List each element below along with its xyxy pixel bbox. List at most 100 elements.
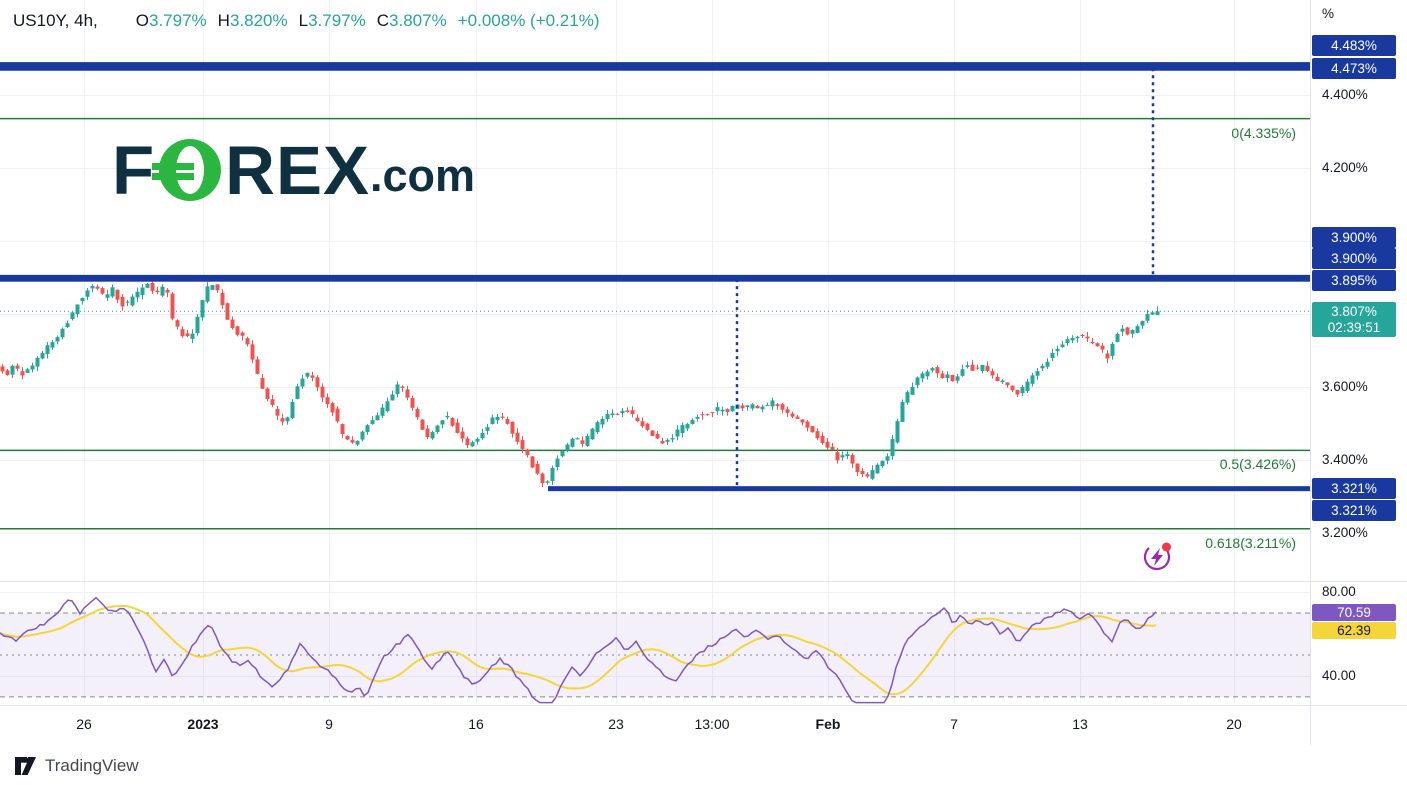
price-tick-label: 4.400% [1322, 87, 1368, 102]
candle-body [670, 438, 675, 440]
candle-body [250, 344, 255, 360]
candle-body [230, 319, 235, 328]
candle-body [960, 369, 965, 376]
rsi-tick-label: 80.00 [1322, 584, 1356, 599]
forex-logo-f: F [112, 132, 156, 209]
candle-body [370, 420, 375, 424]
candle-body [985, 365, 990, 371]
candle-body [945, 374, 950, 378]
low-key: L [298, 11, 309, 30]
candle-body [720, 409, 725, 412]
candle-body [865, 474, 870, 477]
candle-body [1135, 326, 1140, 333]
candle-body [20, 371, 25, 376]
level-price-label: 3.321% [1312, 500, 1396, 521]
candle-body [440, 420, 445, 425]
open-key: O [135, 11, 149, 30]
symbol-title[interactable]: US10Y, 4h, [13, 11, 98, 30]
candle-body [125, 301, 130, 303]
low-value: 3.797% [308, 11, 366, 30]
price-level-band [0, 274, 1310, 282]
time-tick-label: 23 [608, 716, 624, 732]
chart-pane[interactable]: F REX .com US10Y, 4h, O3.797% H3.820% L3… [0, 0, 1310, 745]
candle-body [1140, 321, 1145, 326]
fib-label: 0.5(3.426%) [1219, 456, 1296, 473]
candle-body [990, 371, 995, 376]
candle-body [1045, 361, 1050, 367]
candle-body [965, 365, 970, 367]
candle-body [665, 439, 670, 442]
candle-body [120, 296, 125, 307]
candle-body [30, 365, 35, 370]
candle-body [715, 407, 720, 412]
level-price-label: 3.900% [1312, 227, 1396, 248]
candle-body [770, 400, 775, 407]
candlestick-rsi-canvas[interactable] [0, 0, 1310, 705]
candle-body [295, 386, 300, 399]
candle-body [605, 414, 610, 420]
price-tick-label: 3.200% [1322, 525, 1368, 540]
candle-body [585, 435, 590, 446]
candle-body [660, 440, 665, 444]
candle-body [595, 422, 600, 433]
time-tick-label: 9 [325, 716, 333, 732]
candle-body [630, 410, 635, 415]
candle-body [905, 392, 910, 403]
candle-body [245, 338, 250, 345]
rsi-tick-label: 40.00 [1322, 668, 1356, 683]
candle-body [425, 428, 430, 438]
time-axis[interactable]: 26 2023 9 16 23 13:00 Feb 7 13 20 [0, 705, 1310, 745]
ohlc-close: C3.807% [377, 11, 447, 31]
candle-body [260, 378, 265, 389]
chart-legend: US10Y, 4h, O 3.797% H3.820% L3.797% C3.80… [13, 10, 599, 32]
candle-body [475, 438, 480, 442]
price-axis-unit: % [1322, 6, 1335, 21]
candle-body [310, 375, 315, 378]
candle-body [655, 434, 660, 439]
candle-body [65, 323, 70, 328]
candle-body [110, 287, 115, 297]
tradingview-logo-icon[interactable] [14, 756, 37, 776]
candle-body [890, 439, 895, 457]
close-key: C [376, 11, 390, 30]
candle-body [1105, 353, 1110, 359]
bar-countdown: 02:39:51 [1327, 320, 1381, 335]
candle-body [755, 405, 760, 409]
candle-body [1005, 382, 1010, 386]
candle-body [860, 470, 865, 475]
candle-body [565, 444, 570, 451]
candle-body [675, 429, 680, 437]
candle-body [290, 401, 295, 419]
price-axis[interactable]: % 4.400% 4.200% 3.600% 3.400% 3.200% 80.00 40.… [1310, 0, 1407, 745]
candle-body [680, 425, 685, 434]
lightning-icon [1151, 548, 1163, 566]
price-level-band [0, 62, 1310, 71]
rsi-ma-value-label: 62.39 [1312, 622, 1396, 639]
candle-body [85, 290, 90, 297]
candle-body [1115, 333, 1120, 342]
candle-body [45, 345, 50, 355]
candle-body [405, 389, 410, 398]
candle-body [285, 417, 290, 422]
candle-body [275, 408, 280, 416]
flash-icon-button[interactable] [1141, 541, 1174, 574]
pane-separator[interactable] [0, 581, 1407, 582]
candle-body [215, 284, 220, 291]
ohlc-low: L3.797% [299, 11, 366, 31]
candle-body [190, 333, 195, 339]
candle-body [175, 320, 180, 327]
time-tick-label: 13:00 [694, 716, 730, 732]
tradingview-brand[interactable]: TradingView [45, 755, 139, 775]
candle-body [80, 297, 85, 302]
level-price-label: 3.895% [1312, 270, 1396, 291]
candle-body [505, 419, 510, 424]
candle-body [935, 367, 940, 374]
candle-body [1090, 342, 1095, 344]
candle-body [845, 454, 850, 457]
candle-body [15, 365, 20, 369]
candle-body [55, 337, 60, 342]
candle-body [410, 398, 415, 408]
ohlc-high: H3.820% [218, 11, 288, 31]
candle-body [400, 386, 405, 388]
high-value: 3.820% [229, 11, 288, 30]
